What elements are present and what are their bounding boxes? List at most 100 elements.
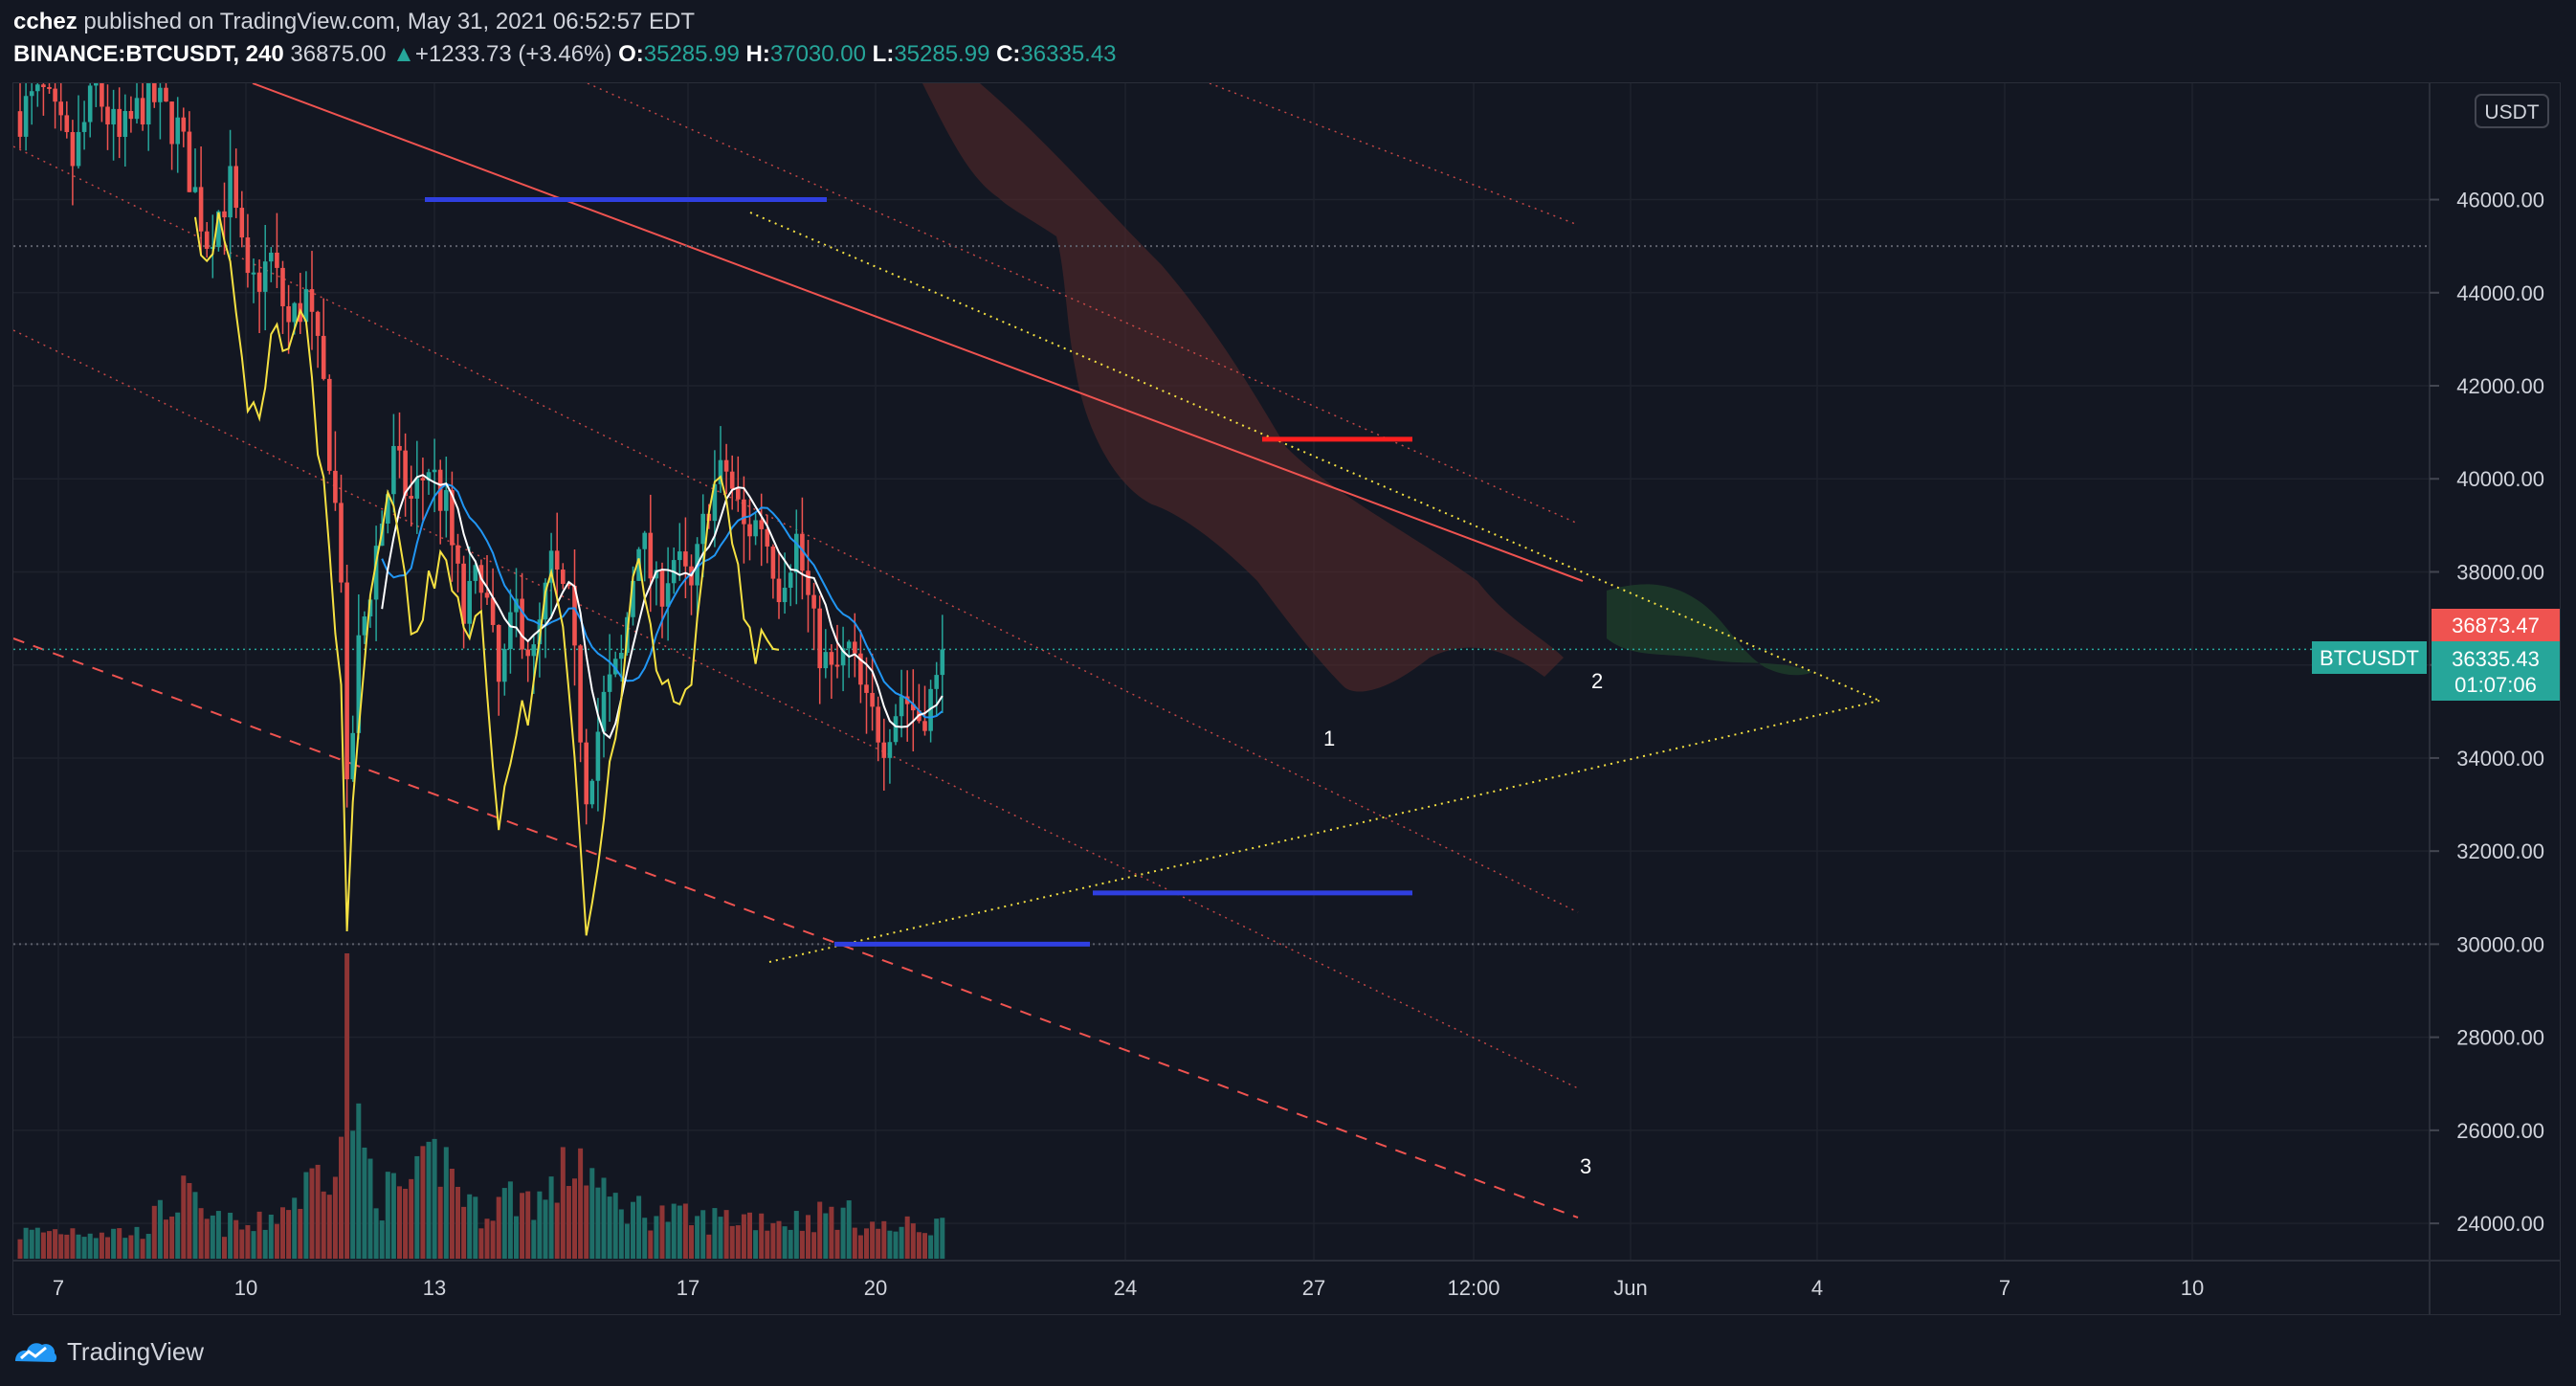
candle-body [64,115,70,133]
high-label: H: [745,41,770,67]
volume-bar [612,1193,618,1259]
volume-bar [776,1220,782,1259]
volume-bar [128,1235,134,1259]
grid-lines [13,83,2430,1261]
candle-body [100,83,104,107]
cloud-red-region [922,83,1564,692]
volume-bar [390,1173,396,1259]
volume-bar [81,1237,87,1259]
candle-body [607,674,612,692]
candle-body [806,570,811,595]
volume-bar [654,1216,659,1259]
volume-bar [706,1234,712,1259]
trend-channel [13,83,1880,1218]
candle-body [94,83,99,86]
volume-bar [735,1225,741,1259]
footer-brand[interactable]: TradingView [11,1332,204,1371]
candle-body [87,85,93,123]
volume-bar [934,1218,940,1259]
ma-fast-line [381,474,944,740]
candle-body [578,645,583,743]
close-value: 36335.43 [1020,41,1117,67]
candle-body [256,272,262,292]
candle-body [584,742,588,805]
volume-bar [689,1225,694,1259]
change-value: +1233.73 (+3.46%) [414,41,612,67]
candle-body [612,659,618,675]
brand-name[interactable]: TradingView [67,1336,205,1366]
candle-body [222,211,227,218]
author-name[interactable]: cchez [13,9,78,34]
candle-body [420,478,426,481]
candle-body [870,692,875,707]
currency-box[interactable] [2475,94,2549,128]
volume-bar [455,1186,460,1259]
channel-bottom-line [13,329,1579,1089]
volume-bar [572,1178,577,1259]
chart-area[interactable]: 1 2 3 24000.00 26000.00 28000.00 30000.00 32… [12,82,2561,1315]
volume-bar [765,1230,770,1259]
series-name-tag[interactable] [2312,641,2427,674]
volume-bar [723,1210,729,1259]
time-tick-label: 4 [1811,1276,1823,1300]
candle-body [239,208,245,238]
price-chart[interactable]: 1 2 3 24000.0026000.0028000.0030000.0032… [13,83,2560,1314]
moving-averages [194,212,944,936]
candle-body [164,87,168,102]
support-dashed-line [13,637,1579,1218]
time-axis[interactable]: 7 10 13 17 20 24 27 12:00 Jun 4 7 10 [53,1276,2204,1300]
volume-bar [93,1238,99,1259]
candle-body [654,570,659,579]
candle-body [502,649,507,682]
candle-body [414,478,420,499]
volume-bar [210,1215,215,1259]
candle-body [858,653,863,685]
volume-bar [373,1208,379,1259]
volume-bar [618,1209,624,1259]
last-price-tag [2432,609,2560,641]
candle-body [23,96,29,137]
candle-body [47,86,52,89]
volume-bar [677,1205,682,1259]
series-name-tag-text[interactable]: BTCUSDT [2320,646,2419,670]
tradingview-logo-icon[interactable] [11,1336,59,1367]
countdown-tag-text: 01:07:06 [2454,673,2537,697]
candle-body [145,83,151,125]
time-tick-label: Jun [1613,1276,1647,1300]
currency-label[interactable]: USDT [2484,101,2539,123]
volume-bar [671,1203,677,1259]
volume-bar [560,1147,566,1259]
volume-bar [204,1218,210,1259]
volume-bar [829,1206,834,1259]
price-tick-label: 28000.00 [2456,1026,2544,1050]
candle-body [800,533,805,571]
volume-bar [759,1213,765,1259]
volume-bar [554,1202,560,1259]
volume-bar [228,1213,233,1259]
volume-bar [34,1227,40,1259]
candle-body [344,582,349,780]
candle-body [187,131,192,192]
last-price-tag-text: 36873.47 [2452,614,2540,637]
volume-bar [40,1232,46,1259]
price-axis[interactable]: 24000.00 26000.00 28000.00 30000.00 32000.00… [2430,189,2544,1237]
price-tick-label: 40000.00 [2456,467,2544,491]
horizontal-levels [13,197,2430,947]
candle-body [251,272,256,275]
candle-body [834,664,840,667]
volume-bar [169,1216,175,1259]
volume-bar [473,1196,478,1259]
chart-annotations: 1 2 3 [1323,669,1603,1178]
symbol-label[interactable]: BINANCE:BTCUSDT, 240 [13,41,284,67]
volume-bar [414,1155,420,1259]
volume-bar [99,1232,104,1259]
candle-body [216,211,221,248]
volume-bar [309,1168,315,1259]
volume-bar [134,1226,140,1259]
candle-body [922,721,927,731]
price-tick-label: 44000.00 [2456,281,2544,305]
volume-bar [187,1182,192,1259]
candle-body [269,252,274,262]
candle-body [782,588,788,603]
ichimoku-cloud [922,83,1812,692]
